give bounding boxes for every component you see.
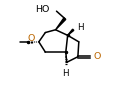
Text: O: O — [28, 34, 35, 43]
Text: O: O — [94, 52, 101, 61]
Text: HO: HO — [36, 5, 50, 14]
Polygon shape — [68, 29, 74, 35]
Text: H: H — [77, 23, 84, 32]
Text: H: H — [62, 69, 69, 78]
Polygon shape — [56, 18, 66, 30]
